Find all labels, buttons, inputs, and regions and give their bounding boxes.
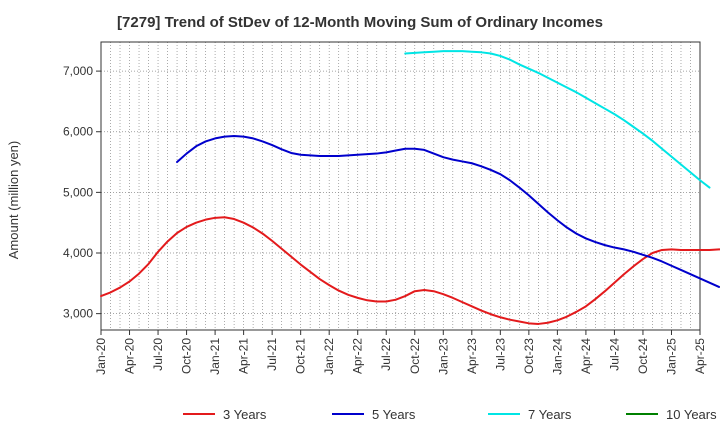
legend-label-10-years: 10 Years — [666, 407, 717, 422]
plot-frame — [100, 41, 701, 331]
x-tick-label: Jul-22 — [379, 338, 393, 371]
x-tick-label: Apr-20 — [123, 338, 137, 374]
y-tick-label: 5,000 — [63, 185, 93, 199]
x-tick-label: Oct-21 — [294, 338, 308, 374]
x-tick-label: Apr-25 — [693, 338, 707, 374]
x-tick-label: Apr-21 — [237, 338, 251, 374]
x-tick-label: Oct-24 — [636, 338, 650, 374]
x-tick-label: Jul-20 — [151, 338, 165, 371]
y-tick-label: 3,000 — [63, 307, 93, 321]
y-tick-label: 4,000 — [63, 246, 93, 260]
x-tick-label: Jan-21 — [208, 338, 222, 375]
legend-label-7-years: 7 Years — [528, 407, 572, 422]
series-line-3-years — [100, 216, 720, 325]
x-tick-label: Jan-24 — [550, 338, 564, 375]
x-tick-label: Oct-23 — [522, 338, 536, 374]
x-tick-label: Jan-23 — [436, 338, 450, 375]
x-tick-label: Jul-23 — [493, 338, 507, 371]
series-line-7-years — [404, 50, 711, 189]
x-tick-label: Jan-22 — [322, 338, 336, 375]
x-tick-label: Apr-24 — [579, 338, 593, 374]
x-tick-label: Jul-24 — [607, 338, 621, 371]
legend-label-3-years: 3 Years — [223, 407, 267, 422]
x-tick-label: Oct-20 — [180, 338, 194, 374]
x-tick-label: Oct-22 — [408, 338, 422, 374]
x-tick-label: Jan-20 — [94, 338, 108, 375]
plot-area — [101, 42, 700, 330]
y-tick-label: 6,000 — [63, 125, 93, 139]
legend-label-5-years: 5 Years — [372, 407, 416, 422]
chart-title: [7279] Trend of StDev of 12-Month Moving… — [117, 14, 603, 31]
x-tick-label: Jul-21 — [265, 338, 279, 371]
x-tick-label: Apr-22 — [351, 338, 365, 374]
series-line-5-years — [176, 134, 720, 288]
x-tick-label: Apr-23 — [465, 338, 479, 374]
y-tick-label: 7,000 — [63, 64, 93, 78]
x-tick-label: Jan-25 — [664, 338, 678, 375]
